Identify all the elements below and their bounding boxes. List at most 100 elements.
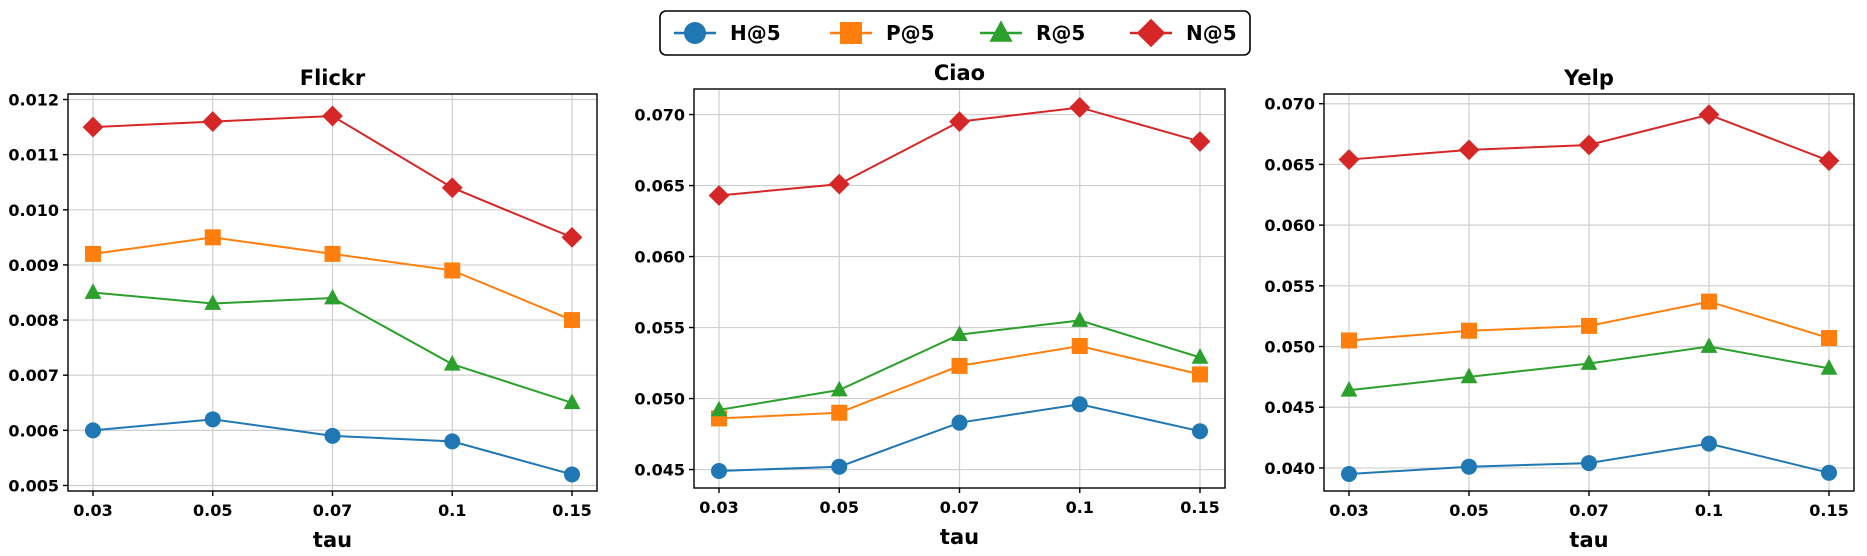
data-point (831, 458, 848, 475)
data-point (84, 283, 102, 299)
series-h5 (1341, 435, 1837, 483)
chart-title: Flickr (300, 66, 366, 90)
x-tick-label: 0.07 (940, 498, 979, 517)
series-h5 (85, 411, 580, 483)
data-point (324, 245, 341, 262)
y-tick-label: 0.050 (634, 390, 685, 409)
series-r5 (1340, 337, 1838, 397)
data-point (1071, 311, 1089, 327)
data-point (1071, 396, 1088, 413)
data-point (324, 288, 341, 305)
x-tick-label: 0.1 (438, 501, 466, 520)
y-tick-label: 0.065 (634, 177, 685, 196)
x-tick-label: 0.05 (193, 501, 232, 520)
x-tick-label: 0.05 (820, 498, 859, 517)
data-point (204, 229, 221, 246)
series-r5 (84, 283, 581, 410)
legend-item-h5: H@5 (674, 21, 781, 45)
data-point (1192, 423, 1208, 440)
chart-title: Ciao (934, 61, 985, 85)
y-tick-label: 0.055 (634, 319, 685, 338)
data-point (564, 312, 580, 329)
y-tick-label: 0.070 (634, 106, 685, 125)
y-tick-label: 0.011 (8, 146, 59, 165)
legend-label: P@5 (886, 21, 935, 45)
y-tick-label: 0.045 (634, 461, 685, 480)
y-tick-label: 0.010 (8, 201, 59, 220)
data-point (1818, 150, 1840, 172)
data-point (204, 294, 222, 310)
x-axis-label: tau (940, 525, 979, 549)
legend-label: N@5 (1186, 21, 1237, 45)
data-point (1341, 332, 1357, 349)
chart-panel-yelp: 0.03 0.05 0.07 0.1 0.15 0.040 0.045 0.050 0.055 0… (1264, 66, 1855, 552)
data-point (1581, 455, 1597, 472)
data-point (444, 262, 461, 279)
x-axis-label: tau (313, 528, 352, 552)
y-tick-label: 0.050 (1264, 338, 1315, 357)
data-point (561, 226, 583, 248)
series-n5 (708, 97, 1211, 206)
data-point (1461, 458, 1477, 475)
legend-item-n5: N@5 (1130, 18, 1237, 48)
x-tick-label: 0.03 (699, 498, 738, 517)
x-tick-label: 0.15 (1180, 498, 1219, 517)
data-point (951, 357, 968, 374)
y-tick-label: 0.006 (8, 421, 59, 440)
x-tick-label: 0.15 (552, 501, 591, 520)
chart-panel-flickr: 0.03 0.05 0.07 0.1 0.15 0.005 0.006 0.007 0.008 0… (8, 66, 598, 552)
legend-marker-triangle-icon (989, 20, 1013, 42)
data-point (82, 116, 104, 138)
x-tick-label: 0.07 (1569, 501, 1608, 520)
data-point (1069, 97, 1091, 118)
data-point (202, 111, 224, 132)
data-point (1698, 104, 1720, 126)
chart-title: Yelp (1563, 66, 1614, 90)
y-tick-label: 0.045 (1264, 398, 1315, 417)
data-point (85, 245, 101, 262)
data-point (1821, 330, 1837, 347)
data-point (951, 414, 968, 431)
x-tick-label: 0.03 (73, 501, 112, 520)
data-point (1338, 149, 1360, 170)
data-point (441, 177, 463, 199)
series-n5 (1338, 104, 1840, 172)
data-point (708, 185, 730, 206)
y-tick-label: 0.007 (8, 366, 59, 385)
data-point (443, 354, 461, 371)
data-point (1458, 139, 1480, 161)
y-tick-label: 0.008 (8, 311, 59, 330)
data-point (1340, 381, 1358, 397)
data-point (204, 411, 221, 428)
data-point (1700, 337, 1718, 353)
data-point (1820, 359, 1838, 375)
x-axis-label: tau (1569, 528, 1608, 552)
legend-label: R@5 (1036, 21, 1085, 45)
data-point (563, 393, 581, 410)
data-point (1189, 131, 1211, 152)
data-point (1071, 338, 1088, 355)
data-point (444, 433, 461, 450)
data-point (1701, 435, 1717, 452)
data-point (1192, 366, 1208, 383)
x-tick-label: 0.07 (313, 501, 352, 520)
data-point (1460, 367, 1478, 384)
x-tick-label: 0.1 (1695, 501, 1723, 520)
series-h5 (711, 396, 1208, 479)
data-point (1581, 317, 1597, 334)
data-point (710, 400, 728, 417)
y-tick-label: 0.009 (8, 256, 59, 275)
legend-marker-circle-icon (684, 22, 706, 44)
legend-item-p5: P@5 (830, 21, 935, 45)
data-point (322, 105, 343, 127)
legend-item-r5: R@5 (980, 20, 1085, 45)
data-point (711, 462, 727, 479)
y-tick-label: 0.040 (1264, 459, 1315, 478)
x-tick-label: 0.05 (1449, 501, 1488, 520)
data-point (949, 111, 970, 133)
data-point (564, 466, 580, 483)
chart-panel-ciao: 0.03 0.05 0.07 0.1 0.15 0.045 0.050 0.055 0.060 0… (634, 61, 1226, 549)
y-tick-label: 0.060 (1264, 216, 1315, 235)
y-tick-label: 0.065 (1264, 155, 1315, 174)
